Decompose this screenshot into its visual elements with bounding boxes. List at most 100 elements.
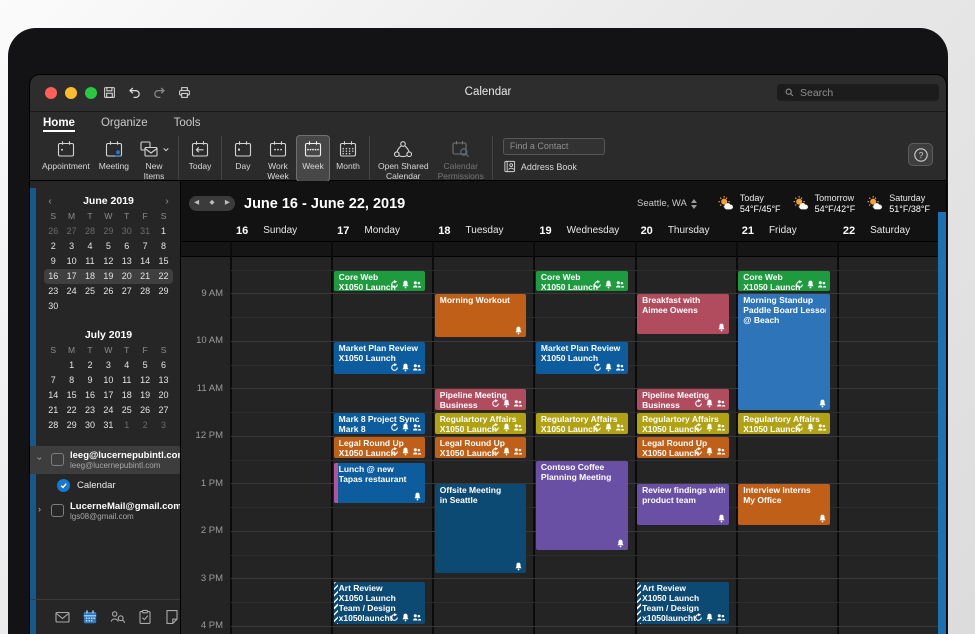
mini-calendar-date[interactable]: 14 xyxy=(140,256,151,266)
find-a-contact-input[interactable]: Find a Contact xyxy=(502,138,605,155)
mini-calendar-date[interactable]: 17 xyxy=(103,390,114,400)
prev-month-arrow-icon[interactable]: ‹ xyxy=(48,195,52,207)
mini-calendar-date[interactable]: 15 xyxy=(66,390,77,400)
mini-calendar-date[interactable]: 31 xyxy=(140,226,151,236)
calendar-event[interactable]: Core Web X1050 Launch xyxy=(738,270,830,292)
calendar-event[interactable]: Regulartory Affairs X1050 Launch xyxy=(637,413,729,434)
mini-calendar-date[interactable]: 5 xyxy=(142,360,148,370)
mini-calendar-date[interactable]: 23 xyxy=(84,405,95,415)
mini-calendar-date[interactable]: 8 xyxy=(69,375,75,385)
mini-calendar-date[interactable]: 27 xyxy=(66,226,77,236)
mini-calendar-date[interactable]: 22 xyxy=(158,271,169,281)
day-column[interactable]: Core Web X1050 Launch Market Plan Review X1… xyxy=(333,257,426,634)
mini-calendar-date[interactable]: 1 xyxy=(161,226,167,236)
weather-entry[interactable]: Tomorrow 54°F/42°F xyxy=(793,193,855,214)
mini-calendar-date[interactable]: 2 xyxy=(142,420,148,430)
mini-calendar-date[interactable]: 16 xyxy=(84,390,95,400)
mini-calendar-date[interactable]: 3 xyxy=(161,420,167,430)
zoom-button[interactable] xyxy=(85,87,97,99)
next-month-arrow-icon[interactable]: › xyxy=(165,195,169,207)
chevron-expanded-icon[interactable]: › xyxy=(35,457,45,460)
mini-calendar-date[interactable]: 30 xyxy=(121,226,132,236)
day-button[interactable]: Day xyxy=(226,135,260,182)
account-row[interactable]: › leeg@lucernepubintl.com leeg@lucernepubi… xyxy=(30,446,180,474)
mini-calendar-date[interactable]: 26 xyxy=(140,405,151,415)
mini-calendar-date[interactable]: 23 xyxy=(48,286,59,296)
mini-calendar-date[interactable]: 7 xyxy=(50,375,56,385)
day-header[interactable]: 17 Monday xyxy=(332,220,438,241)
mini-calendar-date[interactable]: 30 xyxy=(84,420,95,430)
calendar-module-button[interactable] xyxy=(82,609,98,625)
mini-calendar-date[interactable]: 21 xyxy=(140,271,151,281)
mini-calendar-date[interactable]: 4 xyxy=(124,360,130,370)
mini-calendar-date[interactable]: 8 xyxy=(161,241,167,251)
calendar-event[interactable]: Morning Workout xyxy=(434,294,527,338)
calendar-event[interactable]: Review findings with product team xyxy=(637,484,729,525)
print-button[interactable] xyxy=(177,85,192,100)
mini-calendar-date[interactable]: 18 xyxy=(84,271,95,281)
mini-calendar-date[interactable]: 28 xyxy=(140,286,151,296)
notes-module-button[interactable] xyxy=(164,609,180,625)
mini-calendar-date[interactable]: 12 xyxy=(103,256,114,266)
mini-calendar-date[interactable]: 24 xyxy=(66,286,77,296)
calendar-event[interactable]: Lunch @ new Tapas restaurant xyxy=(333,462,426,503)
mini-calendar-date[interactable]: 7 xyxy=(142,241,148,251)
mini-calendar-date[interactable]: 27 xyxy=(121,286,132,296)
search-input[interactable]: Search xyxy=(777,84,939,101)
save-button[interactable] xyxy=(102,85,117,100)
mail-module-button[interactable] xyxy=(54,609,71,625)
people-module-button[interactable] xyxy=(109,609,126,625)
day-column[interactable]: Core Web X1050 Launch Market Plan Review X1… xyxy=(535,257,628,634)
work-week-button[interactable]: Work Week xyxy=(261,135,295,182)
day-column[interactable] xyxy=(233,257,325,634)
new-items-button[interactable]: New Items xyxy=(134,135,174,182)
week-button[interactable]: Week xyxy=(295,135,330,182)
calendar-event[interactable]: Contoso Coffee Planning Meeting xyxy=(535,460,628,551)
redo-button[interactable] xyxy=(152,85,167,100)
mini-calendar-date[interactable]: 5 xyxy=(105,241,111,251)
tab-tools[interactable]: Tools xyxy=(173,117,201,129)
mini-calendar-date[interactable]: 18 xyxy=(121,390,132,400)
mini-calendar-date[interactable]: 20 xyxy=(158,390,169,400)
day-column[interactable]: Breakfast with Aimee Owens Pipeline Meetin… xyxy=(637,257,729,634)
mini-calendar-date[interactable]: 25 xyxy=(121,405,132,415)
open-shared-calendar-button[interactable]: Open Shared Calendar xyxy=(374,135,433,182)
prev-week-button[interactable]: ◀ xyxy=(194,199,200,207)
mini-calendar-date[interactable]: 31 xyxy=(103,420,114,430)
mini-calendar-date[interactable]: 3 xyxy=(105,360,111,370)
minimize-button[interactable] xyxy=(65,87,77,99)
mini-calendar-date[interactable]: 9 xyxy=(50,256,56,266)
mini-calendar-date[interactable]: 28 xyxy=(84,226,95,236)
mini-calendar-date[interactable]: 26 xyxy=(48,226,59,236)
day-column[interactable]: Core Web X1050 Launch Morning Standup Paddl… xyxy=(738,257,830,634)
calendar-event[interactable]: Regulartory Affairs X1050 Launch xyxy=(434,413,527,434)
weather-location-select[interactable]: Seattle, WA xyxy=(637,198,697,209)
calendar-toggle-row[interactable]: Calendar xyxy=(30,474,180,497)
weather-entry[interactable]: Saturday 51°F/38°F xyxy=(867,193,930,214)
mini-calendar-date[interactable]: 19 xyxy=(140,390,151,400)
mini-calendar-date[interactable]: 13 xyxy=(158,375,169,385)
next-week-button[interactable]: ▶ xyxy=(224,199,230,207)
undo-button[interactable] xyxy=(127,85,142,100)
calendar-event[interactable]: Morning Standup Paddle Board Lesson @ Beac… xyxy=(738,294,830,410)
day-header[interactable]: 19 Wednesday xyxy=(534,220,640,241)
today-jump-button[interactable]: ◆ xyxy=(209,199,215,207)
mini-calendar-date[interactable]: 29 xyxy=(103,226,114,236)
mini-calendar-date[interactable]: 29 xyxy=(158,286,169,296)
mini-calendar-date[interactable]: 12 xyxy=(140,375,151,385)
day-header[interactable]: 18 Tuesday xyxy=(433,220,539,241)
mini-calendar-date[interactable]: 22 xyxy=(66,405,77,415)
calendar-event[interactable]: Market Plan Review X1050 Launch xyxy=(535,341,628,375)
meeting-button[interactable]: Meeting xyxy=(95,135,133,182)
month-button[interactable]: Month xyxy=(331,135,365,182)
tab-home[interactable]: Home xyxy=(43,117,75,132)
mini-calendar-date[interactable]: 10 xyxy=(103,375,114,385)
mini-calendar-date[interactable]: 2 xyxy=(87,360,93,370)
calendar-event[interactable]: Art Review X1050 Launch Team / Design x1050… xyxy=(637,581,729,624)
day-header[interactable]: 20 Thursday xyxy=(636,220,742,241)
mini-calendar-date[interactable]: 16 xyxy=(48,271,59,281)
mini-calendar-date[interactable]: 11 xyxy=(122,375,132,385)
day-header[interactable]: 22 Saturday xyxy=(838,220,944,241)
chevron-collapsed-icon[interactable]: › xyxy=(38,504,41,514)
mini-calendar-date[interactable]: 2 xyxy=(50,241,56,251)
